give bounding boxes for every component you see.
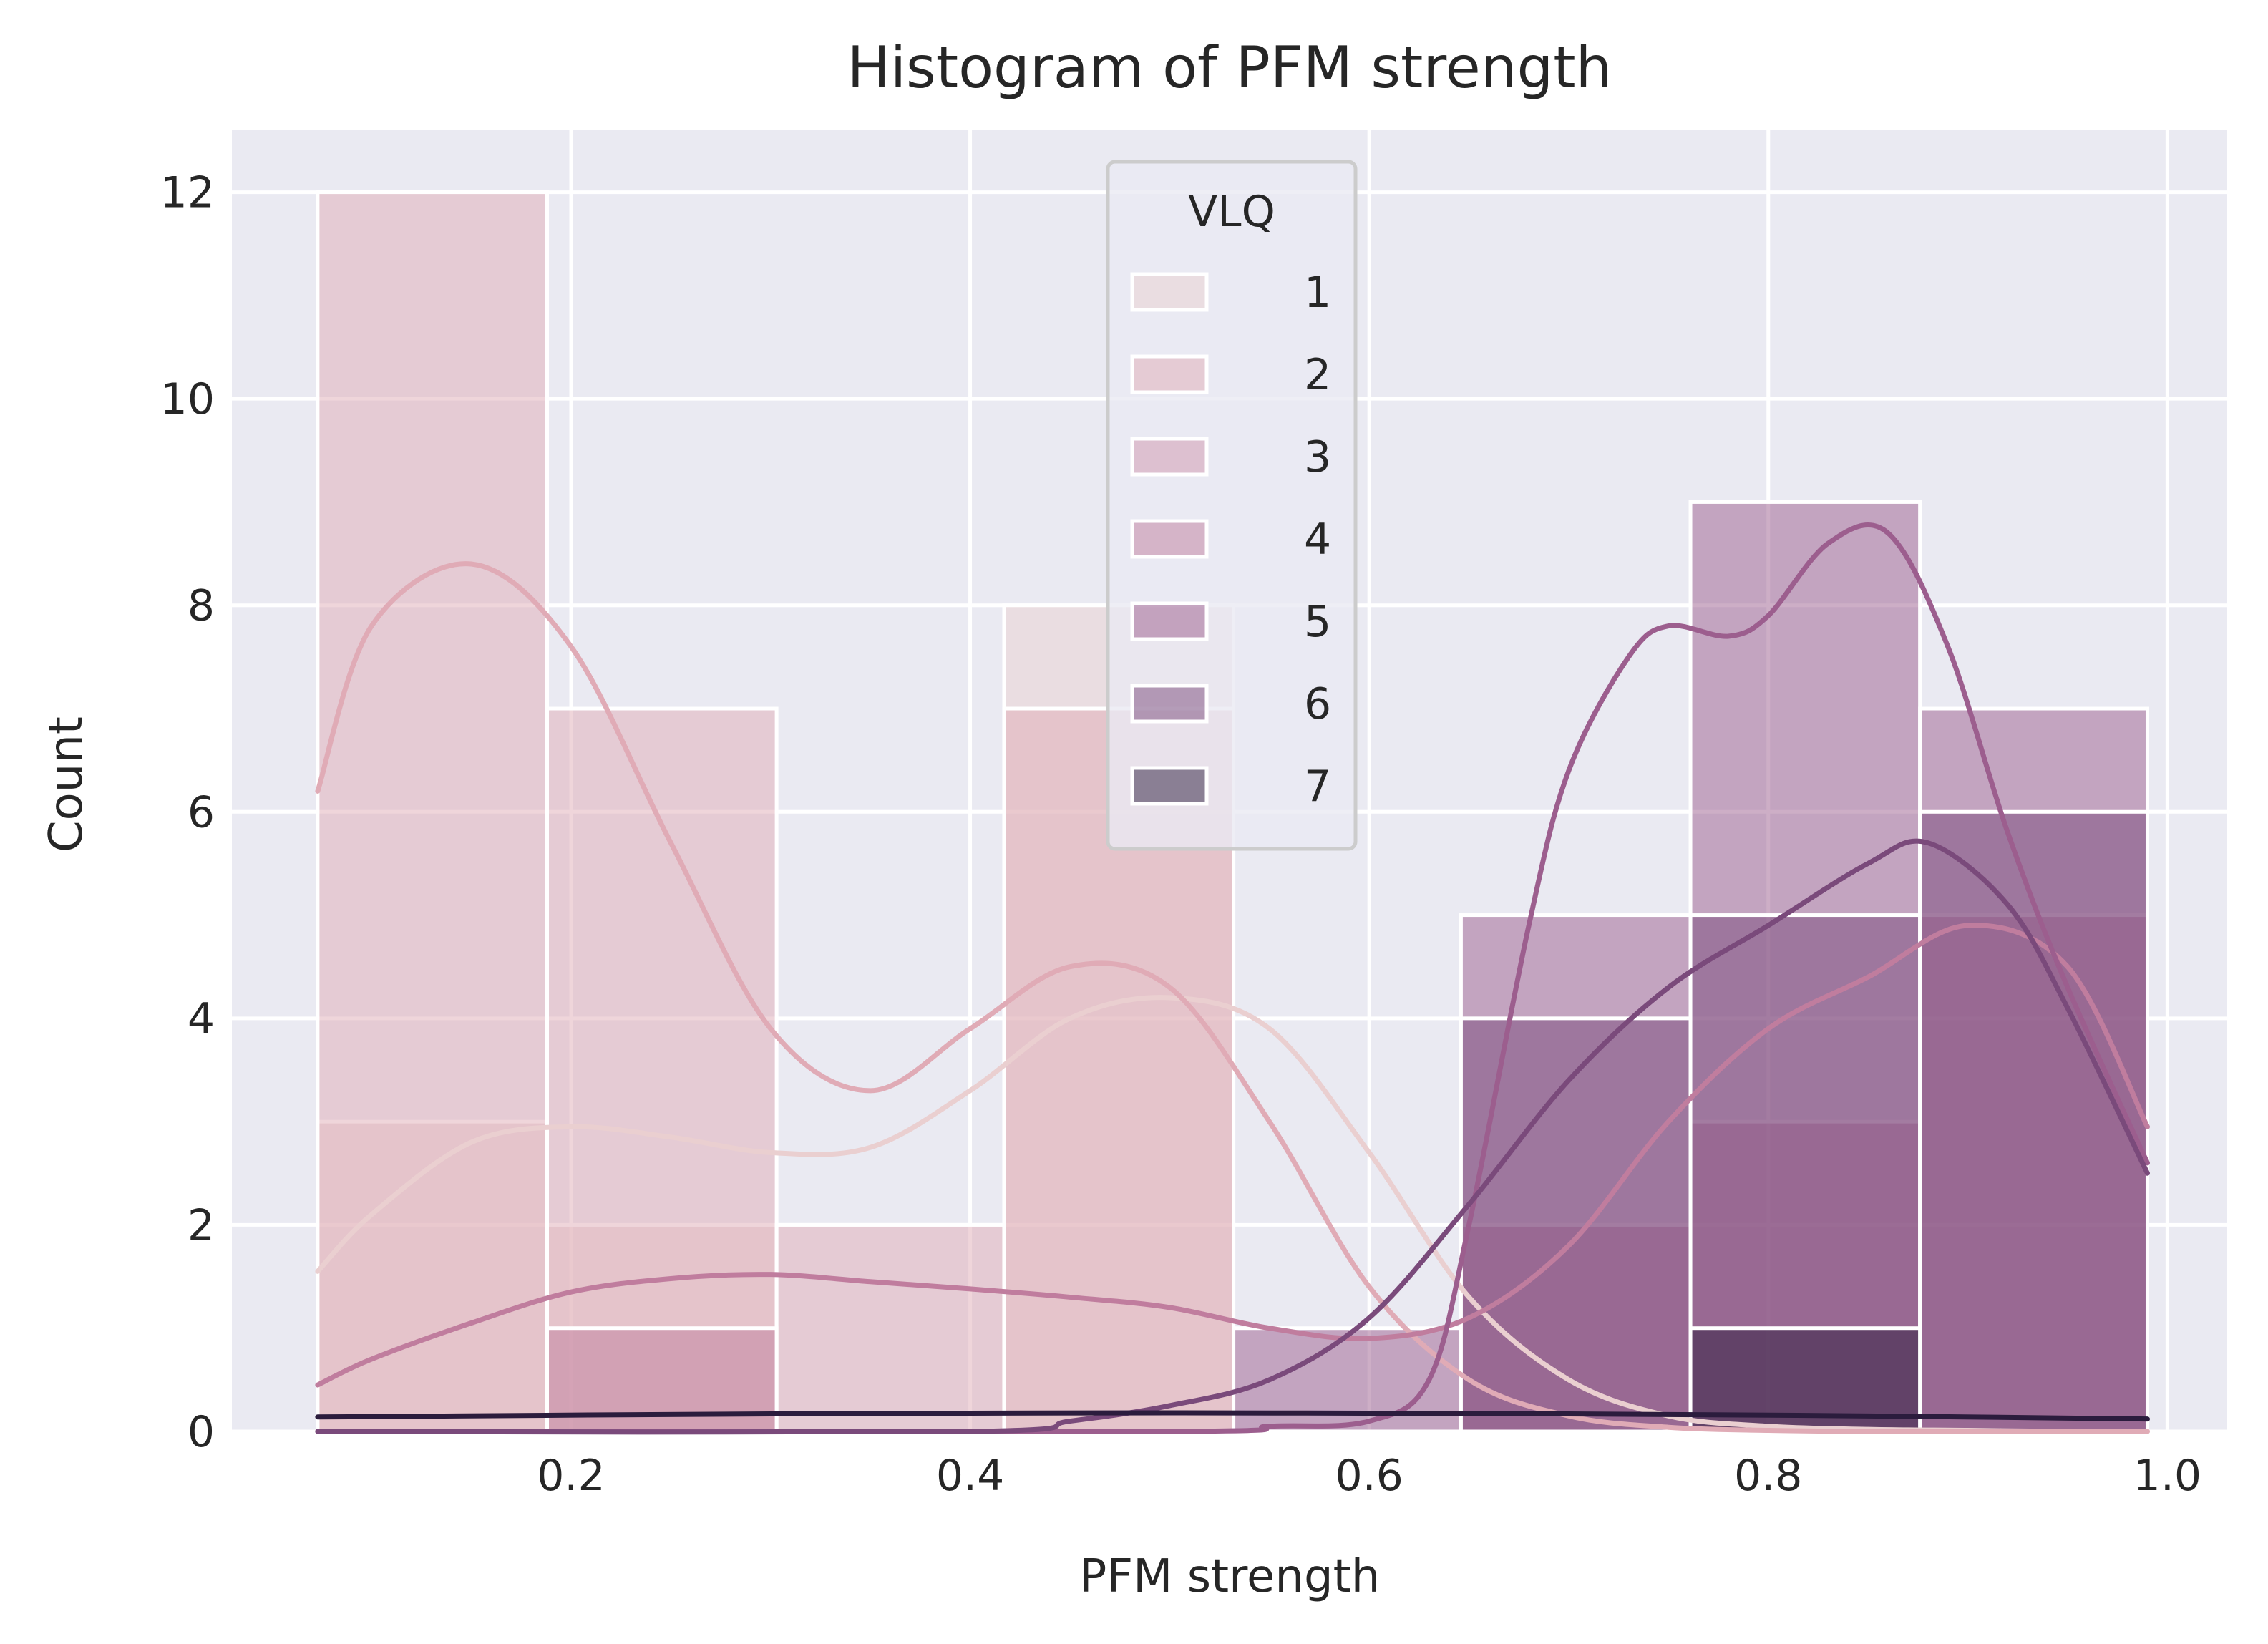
legend-label-2: 2 (1304, 350, 1331, 400)
kde-curve-vlq-7 (315, 1410, 2150, 1422)
x-tick-label: 0.8 (1734, 1451, 1802, 1501)
y-tick-label: 6 (188, 787, 215, 837)
kde-curves (315, 522, 2150, 1435)
x-axis-label: PFM strength (1079, 1550, 1381, 1603)
legend-frame (1106, 160, 1358, 851)
bar-vlq-2-bin-2 (774, 1222, 1006, 1434)
x-tick-label: 0.6 (1335, 1451, 1403, 1501)
y-tick-label: 12 (160, 168, 215, 218)
legend-swatch-7 (1130, 766, 1209, 806)
legend-swatch-4 (1130, 519, 1209, 559)
y-tick-label: 0 (188, 1407, 215, 1457)
legend-swatch-5 (1130, 601, 1209, 641)
legend-swatch-6 (1130, 684, 1209, 724)
legend: VLQ 1 2 3 4 5 6 7 (1106, 160, 1358, 851)
x-tick-label: 1.0 (2133, 1451, 2201, 1501)
legend-title: VLQ (1188, 187, 1275, 237)
legend-label-3: 3 (1304, 432, 1331, 482)
legend-swatch-2 (1130, 354, 1209, 394)
y-tick-labels: 0 2 4 6 8 10 12 (160, 168, 215, 1457)
legend-label-7: 7 (1304, 762, 1331, 812)
x-tick-label: 0.2 (537, 1451, 605, 1501)
y-tick-label: 8 (188, 581, 215, 631)
kde-curve-vlq-4 (315, 923, 2150, 1388)
bar-vlq-6-bin-7 (1918, 809, 2149, 1434)
y-tick-label: 4 (188, 994, 215, 1044)
x-tick-labels: 0.2 0.4 0.6 0.8 1.0 (537, 1451, 2201, 1501)
legend-label-1: 1 (1304, 268, 1331, 318)
bar-vlq-2-bin-0 (316, 190, 550, 1434)
bar-vlq-2-bin-1 (545, 706, 779, 1434)
y-tick-label: 10 (160, 374, 215, 424)
legend-swatch-3 (1130, 437, 1209, 477)
kde-curve-vlq-5 (315, 522, 2150, 1435)
legend-items: 1 2 3 4 5 6 7 (1130, 268, 1331, 812)
legend-swatch-1 (1130, 272, 1209, 312)
kde-curve-vlq-6 (315, 838, 2150, 1435)
x-tick-label: 0.4 (936, 1451, 1004, 1501)
y-tick-label: 2 (188, 1200, 215, 1250)
y-axis-label: Count (40, 716, 93, 852)
legend-label-6: 6 (1304, 679, 1331, 729)
kde-curve-vlq-2 (315, 561, 2150, 1434)
chart-title: Histogram of PFM strength (847, 34, 1612, 101)
legend-label-5: 5 (1304, 597, 1331, 647)
kde-curve-vlq-1 (315, 995, 2150, 1434)
legend-label-4: 4 (1304, 515, 1331, 565)
